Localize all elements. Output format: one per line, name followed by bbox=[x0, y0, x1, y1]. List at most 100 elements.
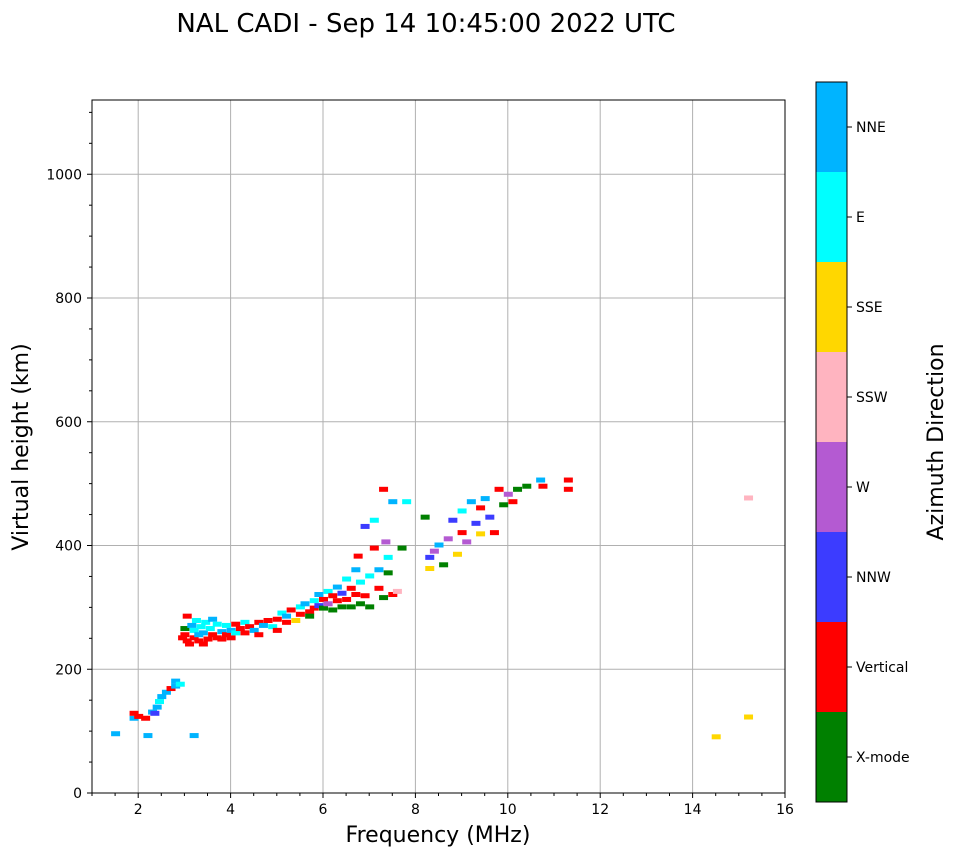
x-tick-label: 10 bbox=[499, 802, 517, 818]
data-point bbox=[212, 635, 222, 641]
x-tick-label: 6 bbox=[319, 802, 328, 818]
data-point bbox=[314, 592, 324, 597]
data-point bbox=[425, 566, 435, 572]
colorbar-tick-label: E bbox=[856, 210, 865, 226]
data-point bbox=[425, 554, 435, 560]
data-point bbox=[476, 505, 486, 511]
data-point bbox=[360, 523, 370, 529]
data-point bbox=[221, 622, 231, 628]
data-point bbox=[374, 585, 384, 591]
data-point bbox=[161, 689, 171, 695]
data-point bbox=[194, 632, 204, 638]
y-axis-label: Virtual height (km) bbox=[9, 343, 34, 550]
data-point bbox=[111, 731, 121, 737]
data-point bbox=[208, 632, 218, 638]
data-point bbox=[443, 536, 453, 542]
y-tick-label: 600 bbox=[55, 415, 82, 431]
data-point bbox=[365, 573, 375, 579]
data-point bbox=[291, 617, 301, 623]
data-point bbox=[448, 517, 458, 523]
colorbar-tick-label: SSW bbox=[856, 390, 888, 406]
data-point bbox=[397, 545, 407, 551]
data-point bbox=[323, 601, 333, 607]
data-point bbox=[351, 592, 361, 597]
data-point bbox=[351, 567, 361, 573]
data-point bbox=[513, 486, 523, 492]
data-point bbox=[522, 483, 532, 489]
x-tick-label: 12 bbox=[591, 802, 609, 818]
data-point bbox=[171, 678, 181, 684]
colorbar-segment bbox=[816, 82, 847, 172]
data-points bbox=[111, 477, 754, 740]
colorbar-segment bbox=[816, 712, 847, 802]
colorbar-tick-label: NNW bbox=[856, 570, 891, 586]
data-point bbox=[208, 616, 218, 622]
data-point bbox=[471, 520, 481, 526]
data-point bbox=[392, 588, 402, 594]
data-point bbox=[203, 636, 213, 642]
data-point bbox=[180, 632, 190, 638]
axis-ticks: 2 4 6 8 10 12 14 16 0 200 400 600 800 1000 bbox=[46, 111, 794, 818]
data-point bbox=[129, 715, 139, 721]
x-tick-label: 4 bbox=[226, 802, 235, 818]
data-point bbox=[268, 624, 278, 630]
data-point bbox=[494, 486, 504, 492]
data-point bbox=[744, 495, 754, 501]
data-point bbox=[369, 517, 379, 523]
data-point bbox=[226, 627, 236, 633]
data-point bbox=[328, 607, 338, 613]
colorbar-segment bbox=[816, 172, 847, 262]
data-point bbox=[563, 477, 573, 483]
colorbar-tick-label: NNE bbox=[856, 120, 886, 136]
data-point bbox=[337, 590, 347, 596]
data-point bbox=[272, 627, 282, 633]
data-point bbox=[381, 539, 391, 545]
data-point bbox=[462, 539, 472, 545]
data-point bbox=[508, 499, 518, 505]
data-point bbox=[198, 630, 208, 636]
data-point bbox=[388, 592, 398, 597]
data-point bbox=[369, 545, 379, 551]
colorbar-segment bbox=[816, 532, 847, 622]
plot-area: 2 4 6 8 10 12 14 16 0 200 400 600 800 1000 bbox=[46, 99, 794, 818]
data-point bbox=[503, 491, 513, 497]
data-point bbox=[711, 734, 721, 740]
data-point bbox=[154, 699, 164, 705]
data-point bbox=[189, 635, 199, 641]
colorbar-segment bbox=[816, 352, 847, 442]
chart-title: NAL CADI - Sep 14 10:45:00 2022 UTC bbox=[176, 9, 675, 39]
data-point bbox=[295, 611, 305, 617]
data-point bbox=[420, 514, 430, 520]
data-point bbox=[379, 595, 389, 601]
data-point bbox=[319, 605, 328, 611]
data-point bbox=[383, 554, 393, 560]
data-point bbox=[198, 641, 208, 647]
data-point bbox=[452, 551, 462, 557]
data-point bbox=[254, 632, 264, 638]
data-point bbox=[374, 567, 384, 573]
data-point bbox=[485, 514, 495, 520]
data-point bbox=[536, 477, 546, 483]
colorbar-label: Azimuth Direction bbox=[924, 343, 949, 540]
data-point bbox=[272, 616, 282, 622]
data-point bbox=[332, 598, 342, 604]
data-point bbox=[178, 635, 188, 641]
colorbar-segment bbox=[816, 262, 847, 352]
data-point bbox=[360, 593, 370, 599]
data-point bbox=[319, 596, 328, 602]
data-point bbox=[563, 486, 573, 492]
colorbar-tick-label: X-mode bbox=[856, 750, 910, 766]
data-point bbox=[254, 619, 264, 625]
data-point bbox=[249, 627, 259, 633]
data-point bbox=[194, 638, 204, 644]
colorbar-tick-label: SSE bbox=[856, 300, 883, 316]
data-point bbox=[191, 617, 201, 623]
y-tick-label: 400 bbox=[55, 539, 82, 555]
data-point bbox=[402, 499, 412, 505]
data-point bbox=[217, 629, 227, 635]
data-point bbox=[180, 626, 190, 632]
colorbar-tick-label: Vertical bbox=[856, 660, 908, 676]
data-point bbox=[337, 604, 347, 610]
data-point bbox=[152, 704, 162, 710]
